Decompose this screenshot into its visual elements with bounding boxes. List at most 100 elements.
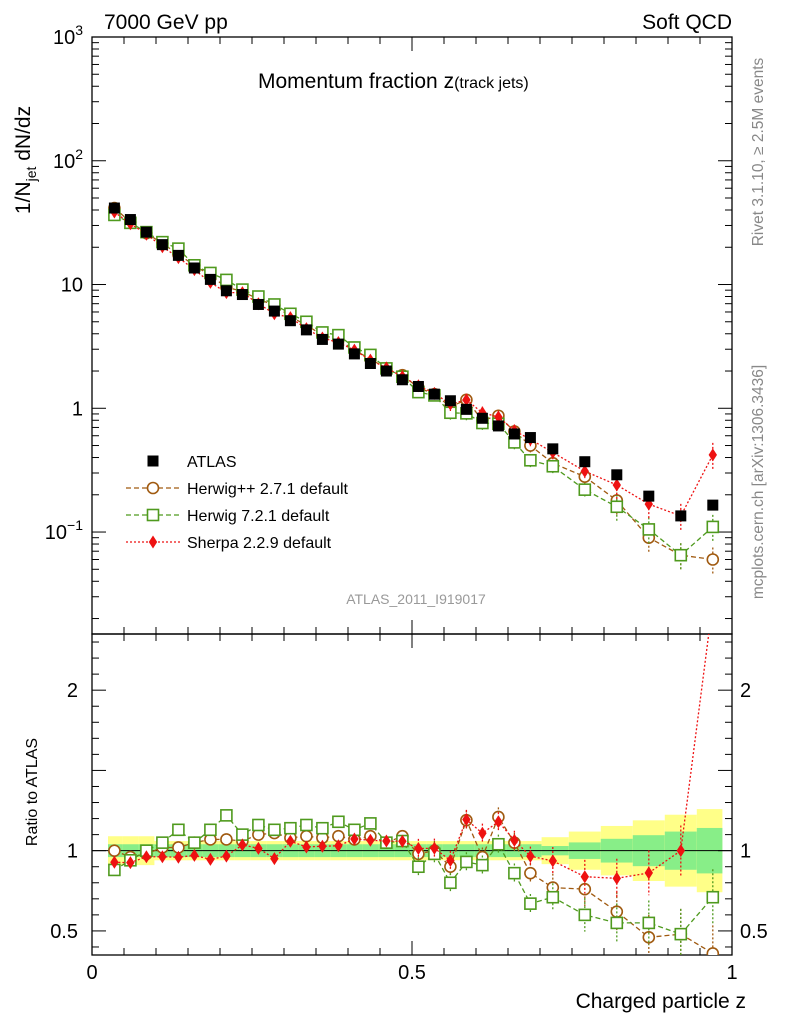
data-point	[460, 403, 472, 415]
data-point	[380, 365, 392, 377]
ratio-series-sherpa-2-2-9-default	[110, 596, 717, 898]
data-point	[524, 453, 537, 467]
plot-title: Momentum fraction z(track jets)	[258, 70, 529, 93]
y-tick-label-ratio-right: 2	[740, 680, 751, 702]
ratio-point	[158, 850, 167, 864]
data-point	[610, 500, 624, 514]
data-point	[236, 289, 248, 301]
legend-marker	[147, 455, 159, 467]
ratio-point	[270, 852, 279, 866]
ratio-point	[642, 916, 656, 930]
ratio-point	[268, 823, 281, 837]
y-tick-label-main: 1	[72, 398, 83, 420]
data-point	[300, 324, 312, 336]
data-point	[707, 499, 719, 511]
y-tick-label-base: 10	[53, 27, 75, 49]
ratio-point	[524, 897, 537, 910]
data-point	[444, 395, 456, 407]
ratio-point	[254, 841, 263, 855]
data-point	[611, 469, 623, 481]
ratio-point	[316, 821, 329, 835]
y-tick-label-base: 1	[72, 398, 83, 420]
ratio-point	[220, 833, 233, 846]
data-point	[578, 483, 592, 496]
axis-ticks	[91, 36, 733, 955]
ratio-point	[332, 815, 345, 829]
data-point	[332, 338, 344, 350]
data-point	[708, 448, 717, 462]
ratio-point	[412, 860, 425, 874]
data-point	[124, 214, 136, 226]
data-point	[674, 548, 688, 562]
ratio-point	[492, 837, 505, 851]
ratio-point	[204, 823, 217, 837]
data-point	[220, 273, 233, 287]
ratio-plot-frame	[91, 633, 733, 956]
ratio-point	[222, 849, 231, 863]
y-tick-label-base: 10	[45, 522, 67, 544]
y-tick-label-ratio-right: 1	[740, 841, 751, 863]
data-point	[579, 456, 591, 468]
data-point	[284, 315, 296, 327]
data-point	[508, 428, 520, 440]
data-point	[494, 410, 503, 424]
data-point	[492, 420, 504, 432]
ratio-point	[238, 838, 247, 852]
data-point	[172, 249, 184, 261]
data-point	[580, 464, 589, 478]
y-axis-title-ratio: Ratio to ATLAS	[24, 738, 41, 846]
ratio-point	[300, 818, 313, 832]
legend-label: Herwig 7.2.1 default	[187, 508, 330, 525]
ratio-point	[430, 841, 439, 855]
ratio-point	[524, 866, 537, 880]
ratio-point	[444, 876, 457, 890]
data-point	[252, 298, 264, 310]
ratio-point	[252, 818, 265, 832]
main-series-layer	[108, 201, 720, 575]
y-tick-label-ratio: 2	[67, 680, 78, 702]
data-point	[675, 510, 687, 522]
ratio-point	[548, 854, 557, 868]
x-tick-label: 0	[86, 962, 97, 984]
x-tick-label: 0.5	[398, 962, 426, 984]
ratio-point	[674, 927, 688, 941]
ratio-point	[126, 856, 135, 870]
ratio-point	[174, 850, 183, 864]
ratio-point	[610, 916, 624, 930]
data-point	[706, 520, 720, 534]
x-tick-label: 1	[726, 962, 737, 984]
data-point	[220, 285, 232, 297]
ratio-point	[510, 833, 519, 847]
ratio-point	[220, 809, 233, 822]
ratio-point	[398, 834, 407, 848]
ratio-point	[706, 890, 720, 904]
y-tick-label-main: 102	[53, 146, 83, 173]
ratio-point	[546, 890, 560, 904]
ratio-point	[478, 826, 487, 840]
ratio-point	[709, 596, 717, 609]
legend-label: ATLAS	[187, 454, 237, 471]
data-point	[396, 374, 408, 386]
ratio-point	[526, 849, 535, 863]
data-point	[643, 490, 655, 502]
ratio-point	[206, 852, 215, 866]
ratio-point	[508, 866, 521, 880]
legend-marker	[148, 535, 158, 549]
data-point	[642, 523, 656, 536]
y-axis-title-main: 1/Njet dN/dz	[12, 106, 39, 214]
ratio-point	[382, 834, 391, 848]
data-point	[476, 412, 488, 424]
data-point	[140, 226, 152, 238]
ratio-point	[188, 836, 201, 849]
ratio-point	[706, 947, 720, 955]
ratio-point	[364, 817, 377, 830]
y-tick-label-ratio-right: 0.5	[740, 921, 768, 943]
ratio-point	[462, 813, 471, 827]
ratio-point	[300, 829, 313, 843]
rivet-version-label: Rivet 3.1.10, ≥ 2.5M events	[750, 57, 767, 246]
ratio-series-layer	[108, 596, 720, 955]
analysis-id-label: ATLAS_2011_I919017	[346, 591, 486, 607]
ratio-point	[156, 836, 169, 849]
data-point	[268, 305, 280, 317]
ratio-point	[110, 855, 119, 869]
